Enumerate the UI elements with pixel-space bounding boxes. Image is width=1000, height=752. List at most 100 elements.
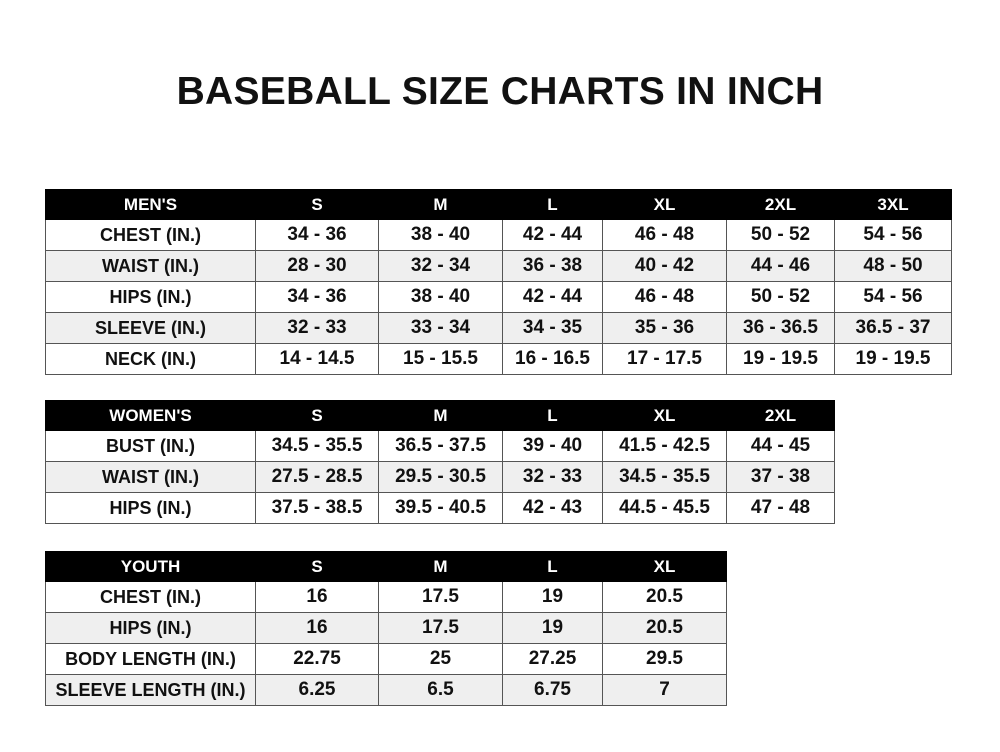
size-header: XL (602, 189, 727, 220)
measurement-value: 6.25 (255, 674, 379, 706)
measurement-value: 17.5 (378, 581, 503, 613)
measurement-value: 33 - 34 (378, 312, 503, 344)
measurement-label: BODY LENGTH (IN.) (45, 643, 256, 675)
measurement-label: CHEST (IN.) (45, 581, 256, 613)
measurement-value: 40 - 42 (602, 250, 727, 282)
measurement-value: 28 - 30 (255, 250, 379, 282)
measurement-value: 36.5 - 37 (834, 312, 952, 344)
size-header: L (502, 400, 603, 431)
measurement-value: 34 - 35 (502, 312, 603, 344)
table-row: BUST (IN.) 34.5 - 35.5 36.5 - 37.5 39 - 40 4… (45, 430, 835, 462)
measurement-value: 47 - 48 (726, 492, 835, 524)
measurement-value: 20.5 (602, 581, 727, 613)
category-header: YOUTH (45, 551, 256, 582)
measurement-value: 34.5 - 35.5 (602, 461, 727, 493)
measurement-value: 54 - 56 (834, 281, 952, 313)
mens-size-table: MEN'S S M L XL 2XL 3XL CHEST (IN.) 34 - 36 38 - 4… (45, 189, 952, 375)
table-row: HIPS (IN.) 37.5 - 38.5 39.5 - 40.5 42 - 43 4… (45, 492, 835, 524)
measurement-value: 46 - 48 (602, 219, 727, 251)
measurement-value: 37 - 38 (726, 461, 835, 493)
measurement-value: 42 - 44 (502, 281, 603, 313)
measurement-value: 6.5 (378, 674, 503, 706)
table-row: WAIST (IN.) 28 - 30 32 - 34 36 - 38 40 - 42 4… (45, 250, 952, 282)
measurement-value: 50 - 52 (726, 219, 835, 251)
size-header: XL (602, 551, 727, 582)
size-header: S (255, 551, 379, 582)
table-row: NECK (IN.) 14 - 14.5 15 - 15.5 16 - 16.5 17 … (45, 343, 952, 375)
measurement-value: 44.5 - 45.5 (602, 492, 727, 524)
measurement-value: 16 (255, 612, 379, 644)
page-title: BASEBALL SIZE CHARTS IN INCH (176, 70, 824, 113)
measurement-value: 14 - 14.5 (255, 343, 379, 375)
category-header: WOMEN'S (45, 400, 256, 431)
size-header: S (255, 189, 379, 220)
measurement-value: 54 - 56 (834, 219, 952, 251)
table-row: SLEEVE (IN.) 32 - 33 33 - 34 34 - 35 35 - 36… (45, 312, 952, 344)
measurement-value: 29.5 (602, 643, 727, 675)
measurement-value: 17.5 (378, 612, 503, 644)
measurement-value: 48 - 50 (834, 250, 952, 282)
measurement-value: 16 (255, 581, 379, 613)
measurement-value: 38 - 40 (378, 219, 503, 251)
measurement-value: 27.25 (502, 643, 603, 675)
measurement-label: NECK (IN.) (45, 343, 256, 375)
size-header: 2XL (726, 189, 835, 220)
size-header: S (255, 400, 379, 431)
measurement-value: 25 (378, 643, 503, 675)
measurement-value: 16 - 16.5 (502, 343, 603, 375)
measurement-value: 42 - 44 (502, 219, 603, 251)
measurement-label: WAIST (IN.) (45, 250, 256, 282)
table-row: CHEST (IN.) 34 - 36 38 - 40 42 - 44 46 - 48 5… (45, 219, 952, 251)
measurement-value: 7 (602, 674, 727, 706)
header-row: YOUTH S M L XL (45, 551, 727, 582)
measurement-value: 39 - 40 (502, 430, 603, 462)
measurement-value: 27.5 - 28.5 (255, 461, 379, 493)
measurement-value: 34.5 - 35.5 (255, 430, 379, 462)
measurement-value: 37.5 - 38.5 (255, 492, 379, 524)
measurement-value: 6.75 (502, 674, 603, 706)
size-header: M (378, 189, 503, 220)
measurement-value: 36.5 - 37.5 (378, 430, 503, 462)
measurement-value: 36 - 36.5 (726, 312, 835, 344)
size-header: M (378, 551, 503, 582)
measurement-label: CHEST (IN.) (45, 219, 256, 251)
measurement-value: 32 - 34 (378, 250, 503, 282)
measurement-value: 38 - 40 (378, 281, 503, 313)
measurement-value: 35 - 36 (602, 312, 727, 344)
measurement-label: HIPS (IN.) (45, 281, 256, 313)
table-row: BODY LENGTH (IN.) 22.75 25 27.25 29.5 (45, 643, 727, 675)
measurement-label: HIPS (IN.) (45, 492, 256, 524)
measurement-value: 15 - 15.5 (378, 343, 503, 375)
measurement-label: WAIST (IN.) (45, 461, 256, 493)
measurement-value: 19 - 19.5 (834, 343, 952, 375)
measurement-value: 32 - 33 (255, 312, 379, 344)
size-header: XL (602, 400, 727, 431)
measurement-value: 17 - 17.5 (602, 343, 727, 375)
size-header: 2XL (726, 400, 835, 431)
table-row: CHEST (IN.) 16 17.5 19 20.5 (45, 581, 727, 613)
measurement-value: 42 - 43 (502, 492, 603, 524)
measurement-label: HIPS (IN.) (45, 612, 256, 644)
measurement-value: 50 - 52 (726, 281, 835, 313)
measurement-value: 41.5 - 42.5 (602, 430, 727, 462)
measurement-value: 19 - 19.5 (726, 343, 835, 375)
measurement-value: 44 - 46 (726, 250, 835, 282)
table-row: HIPS (IN.) 34 - 36 38 - 40 42 - 44 46 - 48 50… (45, 281, 952, 313)
measurement-value: 19 (502, 581, 603, 613)
measurement-label: SLEEVE LENGTH (IN.) (45, 674, 256, 706)
table-row: WAIST (IN.) 27.5 - 28.5 29.5 - 30.5 32 - 33… (45, 461, 835, 493)
category-header: MEN'S (45, 189, 256, 220)
header-row: WOMEN'S S M L XL 2XL (45, 400, 835, 431)
size-header: L (502, 189, 603, 220)
measurement-label: SLEEVE (IN.) (45, 312, 256, 344)
measurement-value: 46 - 48 (602, 281, 727, 313)
womens-size-table: WOMEN'S S M L XL 2XL BUST (IN.) 34.5 - 35.5 36.5… (45, 400, 835, 524)
measurement-value: 34 - 36 (255, 219, 379, 251)
youth-size-table: YOUTH S M L XL CHEST (IN.) 16 17.5 19 20.5 HIPS (I… (45, 551, 727, 706)
size-header: 3XL (834, 189, 952, 220)
header-row: MEN'S S M L XL 2XL 3XL (45, 189, 952, 220)
table-row: HIPS (IN.) 16 17.5 19 20.5 (45, 612, 727, 644)
measurement-value: 29.5 - 30.5 (378, 461, 503, 493)
measurement-value: 44 - 45 (726, 430, 835, 462)
measurement-value: 39.5 - 40.5 (378, 492, 503, 524)
